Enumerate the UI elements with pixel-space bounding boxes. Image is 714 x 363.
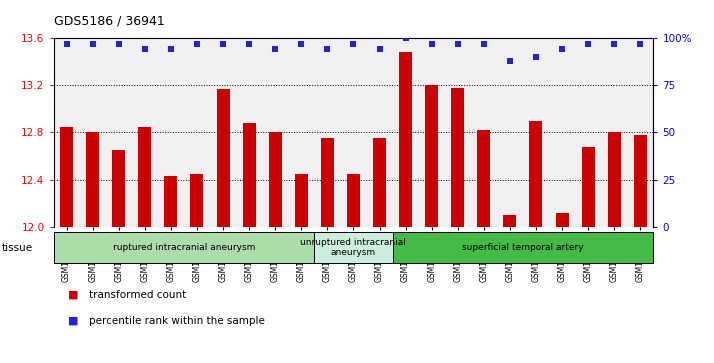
Point: [556, 46, 568, 52]
Point: [321, 46, 333, 52]
Bar: [164, 176, 177, 227]
Point: [243, 41, 255, 47]
Point: [478, 41, 490, 47]
Bar: [503, 215, 516, 227]
Point: [87, 41, 99, 47]
Point: [608, 41, 620, 47]
Bar: [314, 232, 393, 263]
Text: ■: ■: [68, 290, 79, 300]
Bar: [530, 121, 543, 227]
Point: [374, 46, 386, 52]
Text: ruptured intracranial aneurysm: ruptured intracranial aneurysm: [113, 243, 255, 252]
Point: [61, 41, 72, 47]
Point: [139, 46, 151, 52]
Bar: [139, 127, 151, 227]
Bar: [393, 232, 653, 263]
Text: GDS5186 / 36941: GDS5186 / 36941: [54, 15, 164, 28]
Bar: [451, 88, 464, 227]
Text: percentile rank within the sample: percentile rank within the sample: [89, 316, 265, 326]
Point: [113, 41, 124, 47]
Point: [217, 41, 228, 47]
Bar: [347, 174, 360, 227]
Bar: [216, 89, 230, 227]
Point: [426, 41, 438, 47]
Text: superficial temporal artery: superficial temporal artery: [462, 243, 584, 252]
Bar: [321, 138, 334, 227]
Bar: [60, 127, 73, 227]
Point: [348, 41, 359, 47]
Bar: [112, 150, 125, 227]
Text: unruptured intracranial
aneurysm: unruptured intracranial aneurysm: [301, 238, 406, 257]
Bar: [268, 132, 282, 227]
Bar: [634, 135, 647, 227]
Point: [452, 41, 463, 47]
Point: [583, 41, 594, 47]
Bar: [555, 213, 568, 227]
Bar: [582, 147, 595, 227]
Text: transformed count: transformed count: [89, 290, 186, 300]
Point: [635, 41, 646, 47]
Point: [400, 35, 411, 41]
Point: [296, 41, 307, 47]
Point: [269, 46, 281, 52]
Text: ■: ■: [68, 316, 79, 326]
Bar: [477, 130, 491, 227]
Bar: [425, 85, 438, 227]
Bar: [54, 232, 314, 263]
Point: [531, 54, 542, 60]
Bar: [86, 132, 99, 227]
Bar: [399, 52, 412, 227]
Bar: [373, 138, 386, 227]
Point: [191, 41, 203, 47]
Point: [165, 46, 176, 52]
Bar: [243, 123, 256, 227]
Bar: [191, 174, 203, 227]
Text: tissue: tissue: [1, 243, 33, 253]
Bar: [295, 174, 308, 227]
Point: [504, 58, 516, 64]
Bar: [608, 132, 620, 227]
